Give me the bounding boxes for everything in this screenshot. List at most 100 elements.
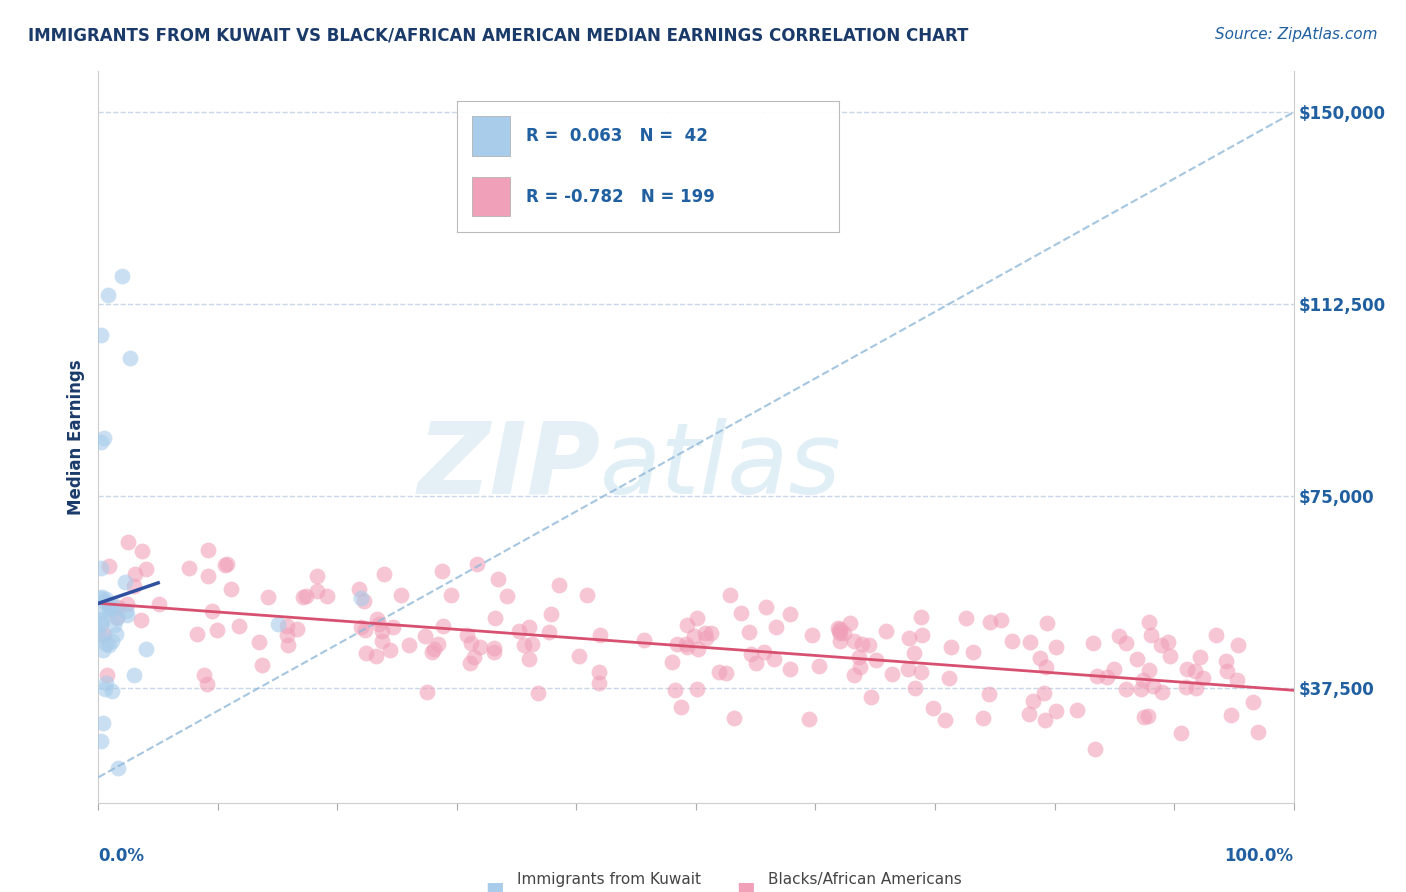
Point — [568, 648, 591, 663]
Point — [527, 686, 550, 700]
Point — [972, 711, 994, 725]
Point — [115, 597, 138, 611]
Point — [295, 589, 318, 603]
Point — [1045, 704, 1067, 718]
Point — [851, 637, 873, 651]
Point — [1132, 673, 1154, 687]
Point — [456, 628, 478, 642]
Point — [197, 543, 219, 558]
Text: Source: ZipAtlas.com: Source: ZipAtlas.com — [1215, 27, 1378, 42]
Point — [1225, 673, 1247, 687]
Point — [934, 713, 956, 727]
Point — [94, 604, 117, 618]
Point — [1137, 615, 1160, 630]
Point — [186, 627, 208, 641]
Point — [94, 682, 117, 697]
Point — [520, 637, 543, 651]
Point — [105, 610, 128, 624]
Point — [904, 681, 927, 695]
Point — [285, 622, 308, 636]
Point — [267, 616, 290, 631]
Point — [858, 638, 880, 652]
Point — [87, 627, 110, 641]
Point — [830, 622, 852, 636]
Point — [1216, 664, 1239, 678]
Y-axis label: Median Earnings: Median Earnings — [66, 359, 84, 515]
Point — [938, 671, 960, 685]
Point — [96, 668, 118, 682]
Point — [1084, 741, 1107, 756]
Point — [94, 592, 117, 607]
Point — [779, 661, 801, 675]
Point — [1133, 710, 1156, 724]
Point — [252, 658, 274, 673]
Point — [897, 632, 920, 646]
Point — [513, 638, 536, 652]
Text: 0.0%: 0.0% — [98, 847, 145, 864]
Text: atlas: atlas — [600, 417, 842, 515]
Point — [897, 662, 920, 676]
Point — [688, 642, 710, 657]
Point — [1126, 651, 1149, 665]
Point — [827, 621, 849, 635]
Point — [765, 620, 787, 634]
Point — [1036, 615, 1059, 630]
Point — [90, 434, 112, 449]
Point — [103, 603, 125, 617]
Point — [686, 611, 709, 625]
Point — [129, 613, 152, 627]
Point — [440, 588, 463, 602]
Point — [350, 591, 373, 606]
Point — [1081, 636, 1104, 650]
Point — [848, 650, 870, 665]
Point — [350, 619, 373, 633]
Point — [93, 628, 115, 642]
Point — [664, 682, 686, 697]
Point — [458, 657, 481, 671]
Point — [460, 636, 482, 650]
Point — [547, 578, 569, 592]
Point — [1227, 638, 1250, 652]
Point — [1019, 635, 1042, 649]
Point — [1241, 695, 1264, 709]
Point — [832, 625, 855, 640]
Point — [540, 607, 562, 622]
Point — [91, 629, 114, 643]
Point — [484, 611, 506, 625]
Point — [685, 682, 707, 697]
Point — [197, 569, 219, 583]
Point — [98, 601, 121, 615]
Point — [356, 646, 378, 660]
Point — [305, 569, 328, 583]
Point — [276, 619, 298, 633]
Point — [305, 584, 328, 599]
Point — [1108, 629, 1130, 643]
Point — [354, 623, 377, 637]
Point — [277, 638, 299, 652]
Point — [921, 701, 943, 715]
Point — [117, 535, 139, 549]
Point — [508, 624, 530, 639]
Point — [257, 590, 280, 604]
Point — [676, 640, 699, 654]
Point — [115, 603, 138, 617]
Text: 100.0%: 100.0% — [1225, 847, 1294, 864]
Point — [217, 557, 239, 571]
Point — [105, 611, 128, 625]
Point — [249, 635, 271, 649]
Point — [120, 351, 142, 366]
Point — [1215, 654, 1237, 668]
Point — [903, 646, 925, 660]
Point — [911, 628, 934, 642]
Point — [880, 666, 903, 681]
Point — [875, 624, 897, 639]
Point — [207, 623, 229, 637]
Point — [122, 578, 145, 592]
Point — [699, 626, 721, 640]
Point — [496, 590, 519, 604]
Point — [1102, 662, 1125, 676]
Point — [1035, 660, 1057, 674]
Point — [797, 712, 820, 726]
Point — [1136, 708, 1159, 723]
Point — [90, 734, 112, 748]
